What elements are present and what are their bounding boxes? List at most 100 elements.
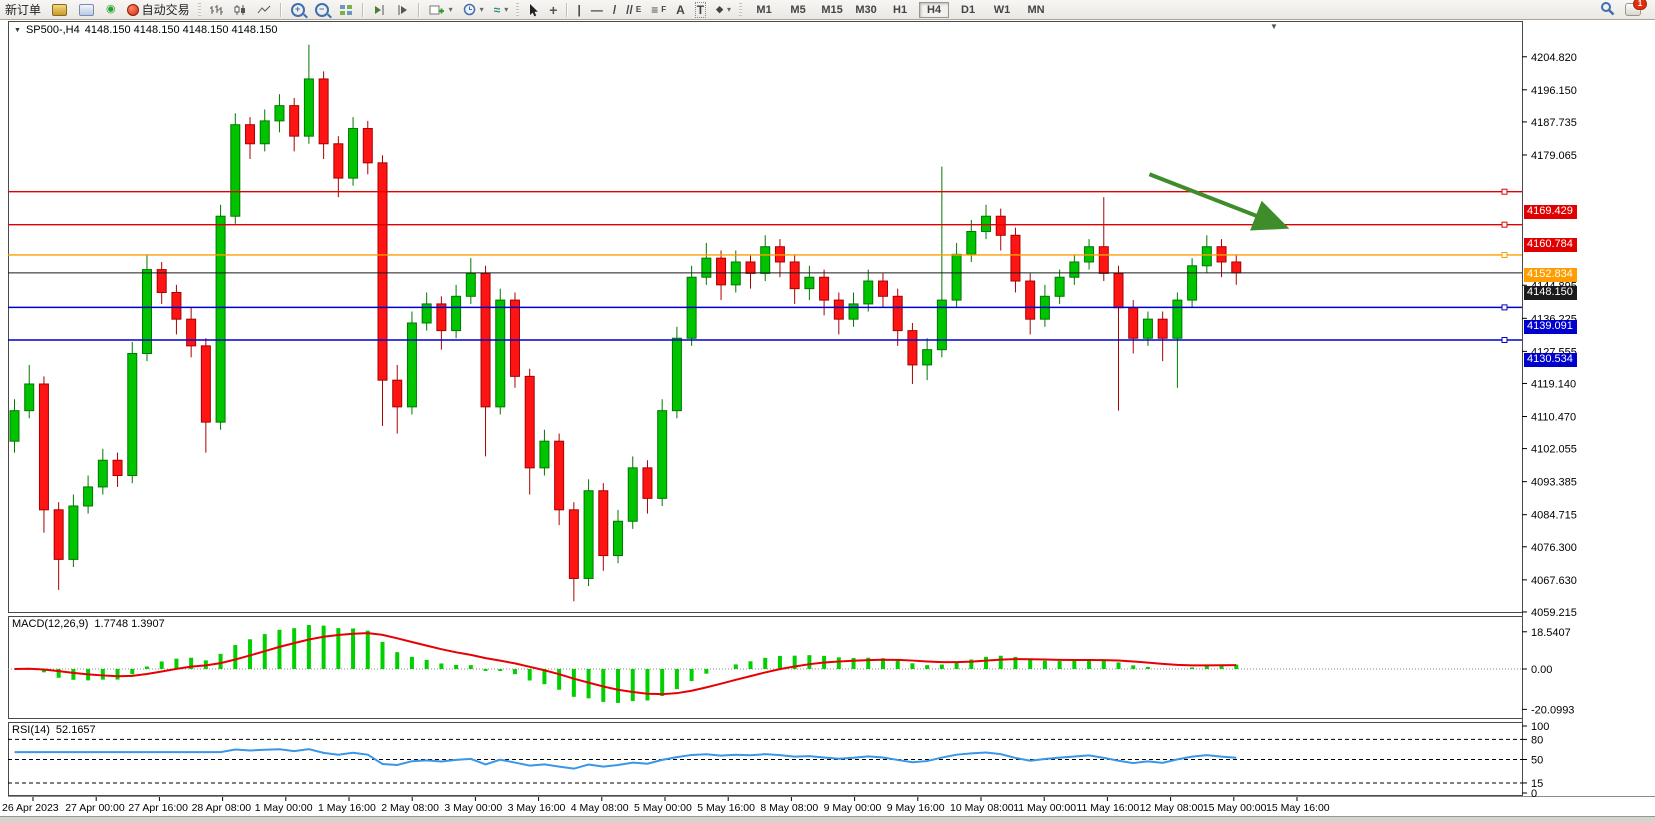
trendline-tool-button[interactable]: / [608,1,621,18]
chart-shift-button[interactable] [391,1,414,18]
timeframe-group: M1 M5 M15 M30 H1 H4 D1 W1 MN [749,1,1051,18]
vertical-line-tool-button[interactable]: | [572,1,585,18]
time-tick-label: 15 May 00:00 [1202,802,1267,814]
panel-splitter[interactable] [0,612,1655,616]
market-overview-icon[interactable] [79,3,95,16]
text-tool-button[interactable]: A [671,1,690,18]
chevron-down-icon: ▾ [448,5,453,14]
label-tool-icon: T [694,1,707,18]
time-tick-label: 27 Apr 16:00 [128,802,188,814]
notifications-button[interactable]: 1 [1625,0,1647,16]
cursor-tool-button[interactable] [522,1,544,18]
line-handle[interactable] [1501,251,1508,258]
toolbar-drag-handle[interactable] [197,3,201,16]
chart-symbol-period: SP500-,H4 [25,24,80,36]
chart-shift-marker-icon[interactable]: ▼ [1270,22,1278,31]
price-badge-4148.150: 4148.150 [1524,285,1577,300]
bar-chart-mode-button[interactable] [204,1,228,18]
line-handle[interactable] [1501,304,1508,311]
periods-button[interactable]: ▾ [458,1,489,18]
time-tick-label: 10 May 08:00 [950,802,1014,814]
timeframe-m15-button[interactable]: M15 [821,3,843,16]
line-handle[interactable] [1501,221,1508,228]
timeframe-mn-button[interactable]: MN [1027,3,1045,16]
timeframe-m30-button[interactable]: M30 [855,3,877,16]
macd-signal-line [14,632,1237,696]
macd-name: MACD(12,26,9) [12,618,89,630]
toolbar-separator [361,2,364,17]
toolbar-drag-handle[interactable] [516,3,520,16]
auto-trading-label: 自动交易 [141,3,190,17]
time-tick-label: 4 May 08:00 [570,802,629,814]
candlestick-mode-button[interactable] [228,1,252,18]
tile-windows-icon [339,4,352,15]
zoom-in-button[interactable]: + [286,1,310,18]
price-tick-label: 4187.735 [1531,117,1577,129]
timeframe-h1-button[interactable]: H1 [893,3,908,16]
zoom-in-icon: + [290,2,305,17]
toolbar-drag-handle[interactable] [739,3,743,16]
time-tick-label: 5 May 00:00 [634,802,692,814]
timeframe-h4-button[interactable]: H4 [919,1,950,18]
rsi-line [14,748,1237,770]
signals-icon[interactable]: ◉ [106,3,116,15]
equidistant-channel-icon: // [626,2,633,17]
horizontal-line-icon: — [590,2,603,17]
time-tick-label: 9 May 16:00 [886,802,945,814]
macd-histogram [27,624,1239,703]
chevron-down-icon: ▾ [479,5,484,14]
search-icon [1601,1,1615,15]
line-handle[interactable] [1501,337,1508,344]
main-toolbar: 新订单 ◉ 自动交易 + − [0,0,1655,20]
template-icon: ≈ [493,2,501,17]
window-bottom-edge [0,816,1655,823]
rsi-value: 52.1657 [55,724,96,736]
time-tick-label: 1 May 00:00 [254,802,313,814]
macd-tick-label: 18.5407 [1531,627,1571,639]
price-tick-label: 4204.820 [1531,52,1577,64]
horizontal-line-tool-button[interactable]: — [586,1,608,18]
panel-splitter[interactable] [0,718,1655,722]
profiles-icon[interactable] [52,3,68,16]
templates-button[interactable]: ≈ ▾ [489,1,514,18]
chart-title-caret-icon[interactable]: ▼ [14,26,21,34]
new-order-button[interactable]: 新订单 [0,1,46,18]
line-handle[interactable] [1501,188,1508,195]
timeframe-d1-button[interactable]: D1 [961,3,976,16]
price-tick-label: 4059.215 [1531,607,1577,619]
crosshair-tool-button[interactable]: + [544,1,562,18]
price-badge-4130.534: 4130.534 [1524,353,1577,367]
chevron-down-icon: ▾ [504,5,509,14]
zoom-out-icon: − [314,2,329,17]
time-tick-label: 28 Apr 08:00 [191,802,252,814]
horizontal-level-lines[interactable] [8,188,1522,344]
zoom-out-button[interactable]: − [310,1,334,18]
shapes-tool-button[interactable]: ◆ ▾ [711,1,736,18]
toolbar-separator [566,2,569,17]
label-tool-button[interactable]: T [690,1,711,18]
time-tick-label: 1 May 16:00 [318,802,376,814]
search-button[interactable] [1600,1,1615,19]
time-tick-label: 2 May 08:00 [381,802,439,814]
auto-scroll-button[interactable] [368,1,391,18]
timeframe-m5-button[interactable]: M5 [790,3,806,16]
auto-trading-button[interactable]: 自动交易 [122,1,195,18]
time-tick-label: 3 May 00:00 [444,802,503,814]
chart-canvas[interactable]: 4204.8204196.1504187.7354179.0654144.895… [0,20,1655,816]
price-badge-4139.091: 4139.091 [1524,320,1577,335]
channel-tool-button[interactable]: //E [621,1,646,18]
timeframe-w1-button[interactable]: W1 [993,3,1011,16]
tile-windows-button[interactable] [334,1,358,18]
timeframe-m1-button[interactable]: M1 [756,3,772,16]
price-tick-label: 4084.715 [1531,510,1577,522]
text-tool-icon: A [676,2,685,17]
new-chart-button[interactable]: ▾ [424,1,458,18]
trend-arrow-annotation[interactable] [1148,172,1290,231]
rsi-tick-label: 0 [1531,788,1537,800]
fibonacci-tool-button[interactable]: ≡ F [646,1,671,18]
chart-title: ▼ SP500-,H4 4148.150 4148.150 4148.150 4… [14,24,277,36]
time-tick-label: 27 Apr 00:00 [65,802,125,814]
line-chart-mode-button[interactable] [252,1,276,18]
price-tick-label: 4196.150 [1531,85,1577,97]
